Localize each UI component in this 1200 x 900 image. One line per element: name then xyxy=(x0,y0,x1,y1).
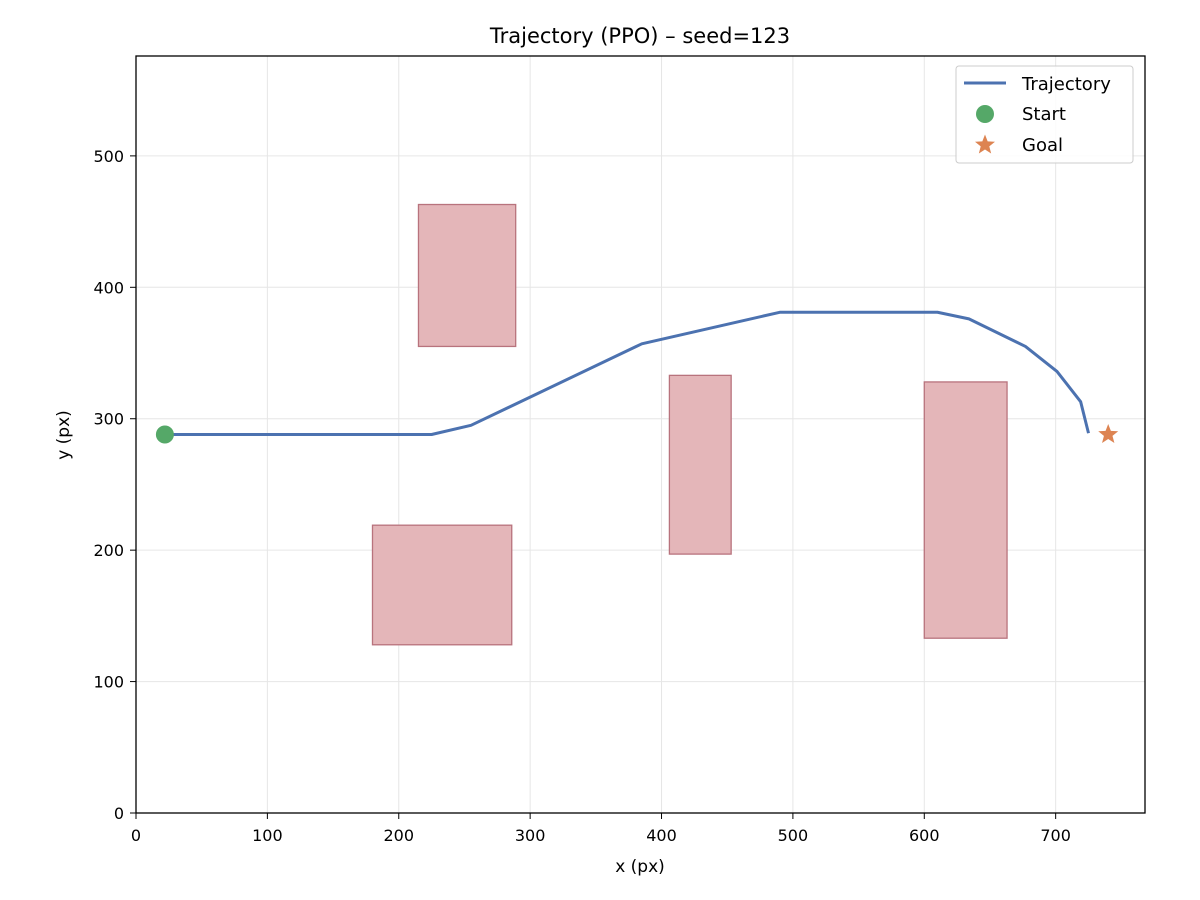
y-tick-label: 500 xyxy=(93,147,124,166)
plot-frame xyxy=(135,55,1146,814)
legend-box xyxy=(955,65,1134,164)
y-tick-label: 100 xyxy=(93,673,124,692)
y-tick-label: 200 xyxy=(93,541,124,560)
legend-goal-label: Goal xyxy=(1022,135,1063,156)
legend: Trajectory Start Goal xyxy=(955,65,1134,164)
x-tick-label: 0 xyxy=(131,826,141,845)
obstacle-rect xyxy=(371,524,513,646)
x-tick-label: 200 xyxy=(383,826,414,845)
obstacle-rect xyxy=(923,381,1008,639)
x-tick-label: 600 xyxy=(909,826,940,845)
y-tick-label: 0 xyxy=(114,804,124,823)
series xyxy=(164,310,1090,436)
x-tick-label: 400 xyxy=(646,826,677,845)
x-tick-label: 100 xyxy=(252,826,283,845)
y-tick-label: 300 xyxy=(93,410,124,429)
obstacle-rect xyxy=(668,374,732,555)
legend-start-label: Start xyxy=(1022,104,1066,125)
legend-start-swatch xyxy=(976,105,994,123)
chart-title: Trajectory (PPO) – seed=123 xyxy=(489,24,790,48)
goal-marker xyxy=(1098,424,1119,443)
trajectory-line xyxy=(164,310,1090,436)
ticks: 0 100 200 300 400 500 600 700 0 100 200 300 400 500 xyxy=(93,147,1070,845)
obstacle-rect xyxy=(417,203,517,348)
x-tick-label: 300 xyxy=(515,826,546,845)
x-tick-label: 500 xyxy=(778,826,809,845)
y-axis-label: y (px) xyxy=(54,410,74,460)
x-tick-label: 700 xyxy=(1040,826,1071,845)
y-tick-label: 400 xyxy=(93,278,124,297)
obstacles xyxy=(371,203,1008,646)
start-marker xyxy=(155,425,174,444)
legend-goal-swatch xyxy=(975,134,995,154)
markers xyxy=(155,424,1119,444)
x-axis-label: x (px) xyxy=(615,857,665,877)
legend-trajectory-label: Trajectory xyxy=(1021,74,1111,95)
